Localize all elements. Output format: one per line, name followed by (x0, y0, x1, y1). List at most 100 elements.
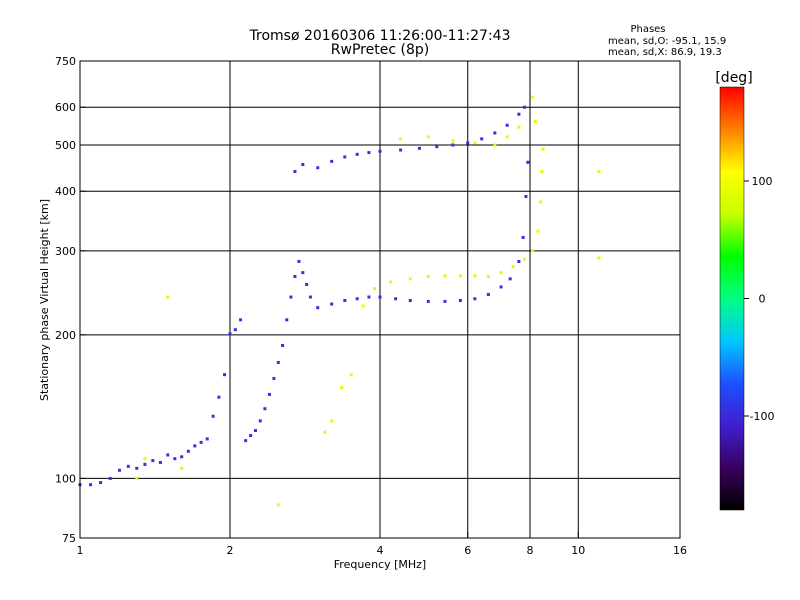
data-point-o (233, 328, 237, 332)
data-point-o (263, 407, 267, 411)
data-point-x (486, 275, 490, 279)
data-point-x (349, 373, 353, 377)
data-point-o (193, 444, 197, 448)
data-point-o (343, 299, 347, 303)
data-point-o (458, 299, 462, 303)
data-point-o (244, 439, 248, 443)
y-axis-label: Stationary phase Virtual Height [km] (38, 199, 51, 401)
axis-ticks: 1 2 4 6 8 10 16 75 100 200 300 400 500 600 750 (55, 55, 687, 557)
data-point-x (426, 275, 430, 279)
stats-heading: Phases (630, 24, 665, 35)
data-point-o (521, 235, 525, 239)
colorbar-tick-label: -100 (750, 410, 775, 423)
x-tick-label: 10 (571, 544, 585, 557)
data-point-o (228, 332, 232, 336)
data-point-o (499, 285, 503, 289)
data-point-o (293, 169, 297, 173)
data-point-o (473, 297, 477, 301)
data-point-x (389, 280, 393, 284)
data-point-x (399, 137, 403, 141)
colorbar-ticks: 100 0 -100 (744, 175, 774, 423)
y-tick-label: 500 (55, 139, 76, 152)
data-point-o (367, 295, 371, 299)
data-point-o (293, 275, 297, 279)
data-point-x (473, 141, 477, 145)
data-point-o (378, 295, 382, 299)
grid (80, 61, 680, 538)
colorbar-label: [deg] (715, 70, 752, 86)
data-point-o (301, 271, 305, 275)
stats-x-line: mean, sd,X: 86.9, 19.3 (608, 47, 722, 58)
data-point-o (186, 449, 190, 453)
data-point-x (531, 249, 535, 253)
data-point-o (143, 462, 147, 466)
data-point-o (508, 277, 512, 281)
data-point-x (180, 466, 184, 470)
y-tick-label: 600 (55, 101, 76, 114)
x-tick-label: 6 (464, 544, 471, 557)
data-point-o (480, 137, 484, 141)
data-point-o (108, 476, 112, 480)
y-tick-label: 300 (55, 245, 76, 258)
data-point-o (367, 151, 371, 155)
data-point-x (597, 169, 601, 173)
data-point-o (158, 460, 162, 464)
data-point-x (511, 265, 515, 269)
data-point-x (540, 169, 544, 173)
stats-o-line: mean, sd,O: -95.1, 15.9 (608, 36, 726, 47)
data-point-o (285, 318, 289, 322)
data-point-o (378, 149, 382, 153)
data-point-o (301, 163, 305, 167)
y-tick-label: 200 (55, 329, 76, 342)
data-point-o (223, 373, 227, 377)
data-point-x (536, 229, 540, 233)
data-point-o (486, 292, 490, 296)
data-point-x (458, 274, 462, 278)
data-point-o (417, 146, 421, 150)
data-point-o (305, 282, 309, 286)
data-point-o (355, 297, 359, 301)
data-point-o (443, 299, 447, 303)
data-point-o (408, 299, 412, 303)
x-tick-label: 2 (227, 544, 234, 557)
data-point-o (135, 466, 139, 470)
data-point-x (276, 503, 280, 507)
colorbar-tick-label: 100 (752, 175, 773, 188)
colorbar (719, 86, 745, 511)
data-point-o (517, 259, 521, 263)
data-point-x (443, 274, 447, 278)
data-point-o (267, 392, 271, 396)
data-point-o (316, 166, 320, 170)
data-point-o (289, 295, 293, 299)
data-point-o (505, 123, 509, 127)
data-point-x (523, 257, 527, 261)
data-point-x (499, 271, 503, 275)
data-point-x (330, 419, 334, 423)
data-point-o (249, 434, 253, 438)
y-tick-label: 100 (55, 472, 76, 485)
data-point-x (135, 476, 139, 480)
data-point-x (451, 139, 455, 143)
data-point-o (524, 194, 528, 198)
data-point-o (493, 131, 497, 135)
data-point-x (473, 274, 477, 278)
data-point-x (373, 287, 377, 291)
x-tick-label: 4 (377, 544, 384, 557)
data-point-o (330, 159, 334, 163)
data-point-o (355, 152, 359, 156)
data-point-o (343, 155, 347, 159)
y-tick-label: 400 (55, 185, 76, 198)
data-point-o (166, 453, 170, 457)
data-point-x (531, 95, 535, 99)
data-point-x (408, 277, 412, 281)
data-point-x (597, 256, 601, 260)
data-point-x (361, 304, 365, 308)
data-point-o (151, 459, 155, 463)
data-point-x (323, 430, 327, 434)
data-point-o (205, 437, 209, 441)
data-point-x (533, 120, 537, 124)
y-tick-label: 75 (62, 532, 76, 545)
x-axis-label: Frequency [MHz] (334, 558, 426, 571)
data-point-o (297, 259, 301, 263)
